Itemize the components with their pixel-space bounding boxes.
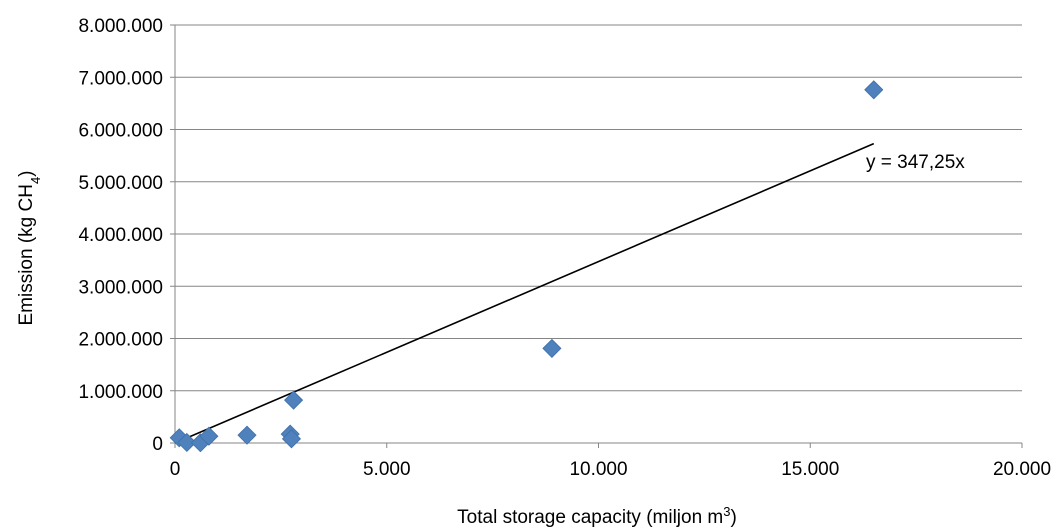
y-axis-title-text: Emission (kg CH	[16, 184, 37, 325]
data-points	[169, 80, 884, 453]
y-tick-label-7: 7.000.000	[78, 68, 163, 89]
trendline-equation: y = 347,25x	[866, 152, 965, 173]
data-point-3	[199, 426, 219, 446]
data-point-1	[177, 432, 197, 453]
data-point-6	[281, 429, 302, 449]
y-tick-label-1: 1.000.000	[78, 382, 163, 403]
y-tick-label-2: 2.000.000	[78, 330, 163, 351]
y-tick-labels: 0 1.000.000 2.000.000 3.000.000 4.000.000 5.0…	[78, 16, 163, 455]
x-axis-title-end: )	[731, 507, 737, 528]
y-tick-label-3: 3.000.000	[78, 277, 163, 298]
gridlines	[175, 24, 1022, 392]
x-axis-title-superscript: 3	[723, 504, 730, 519]
y-axis-title-end: )	[16, 170, 37, 176]
data-point-8	[542, 338, 562, 358]
axes	[170, 24, 1023, 448]
y-tick-label-0: 0	[152, 434, 163, 455]
x-tick-label-0: 0	[170, 459, 181, 480]
trendline-group	[174, 142, 875, 444]
data-point-4	[237, 425, 257, 445]
y-tick-label-4: 4.000.000	[78, 225, 163, 246]
y-tick-label-5: 5.000.000	[78, 173, 163, 194]
x-axis-title: Total storage capacity (miljon m3)	[457, 504, 737, 529]
x-tick-label-4: 20.000	[993, 459, 1051, 480]
x-tick-label-2: 10.000	[569, 459, 627, 480]
x-tick-labels: 0 5.000 10.000 15.000 20.000	[170, 459, 1051, 480]
x-axis-title-text: Total storage capacity (miljon m	[457, 507, 723, 528]
x-tick-label-3: 15.000	[781, 459, 839, 480]
data-point-9	[864, 80, 884, 100]
x-tick-label-1: 5.000	[363, 459, 411, 480]
data-point-7	[284, 390, 304, 410]
y-tick-label-6: 6.000.000	[78, 121, 163, 142]
y-axis-title: Emission (kg CH4)	[16, 170, 43, 325]
trendline	[174, 142, 875, 444]
y-tick-label-8: 8.000.000	[78, 16, 163, 37]
y-axis-title-subscript: 4	[28, 177, 43, 184]
